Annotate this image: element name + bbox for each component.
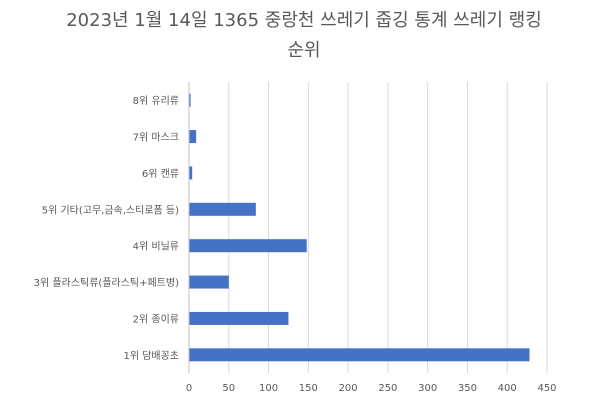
chart-title-line-1: 2023년 1월 14일 1365 중랑천 쓰레기 줍깅 통계 쓰레기 랭킹	[66, 10, 542, 31]
category-label: 4위 비닐류	[133, 240, 179, 253]
bar	[189, 166, 193, 180]
x-tick-label: 0	[186, 383, 192, 394]
bar	[189, 311, 289, 325]
x-tick-label: 350	[458, 383, 477, 394]
x-tick-label: 450	[537, 383, 556, 394]
category-labels: 1위 담배꽁초 2위 종이류 3위 플라스틱류(플라스틱+페트병) 4위 비닐류 5위 …	[34, 94, 179, 362]
x-tick-label: 150	[299, 383, 318, 394]
bar	[189, 239, 307, 253]
x-tick-label: 250	[378, 383, 397, 394]
bars	[189, 93, 530, 362]
category-label: 2위 종이류	[133, 312, 179, 325]
x-tick-label: 200	[339, 383, 358, 394]
category-label: 3위 플라스틱류(플라스틱+페트병)	[34, 276, 179, 289]
x-tick-label: 50	[222, 383, 235, 394]
category-label: 6위 캔류	[142, 167, 179, 180]
x-tick-labels: 0 50 100 150 200 250 300 350 400 450	[186, 383, 557, 394]
x-tick-label: 100	[259, 383, 278, 394]
bar	[189, 130, 197, 144]
bar	[189, 93, 191, 107]
category-label: 5위 기타(고무,금속,스티로폼 등)	[42, 203, 179, 216]
category-label: 7위 마스크	[133, 131, 179, 144]
bar	[189, 202, 256, 216]
x-tick-label: 400	[498, 383, 517, 394]
category-label: 1위 담배꽁초	[123, 349, 179, 362]
category-label: 8위 유리류	[133, 94, 179, 107]
x-tick-label: 300	[418, 383, 437, 394]
gridlines	[228, 82, 548, 373]
chart-title-line-2: 순위	[287, 40, 320, 61]
bar	[189, 275, 229, 289]
bar	[189, 348, 530, 362]
